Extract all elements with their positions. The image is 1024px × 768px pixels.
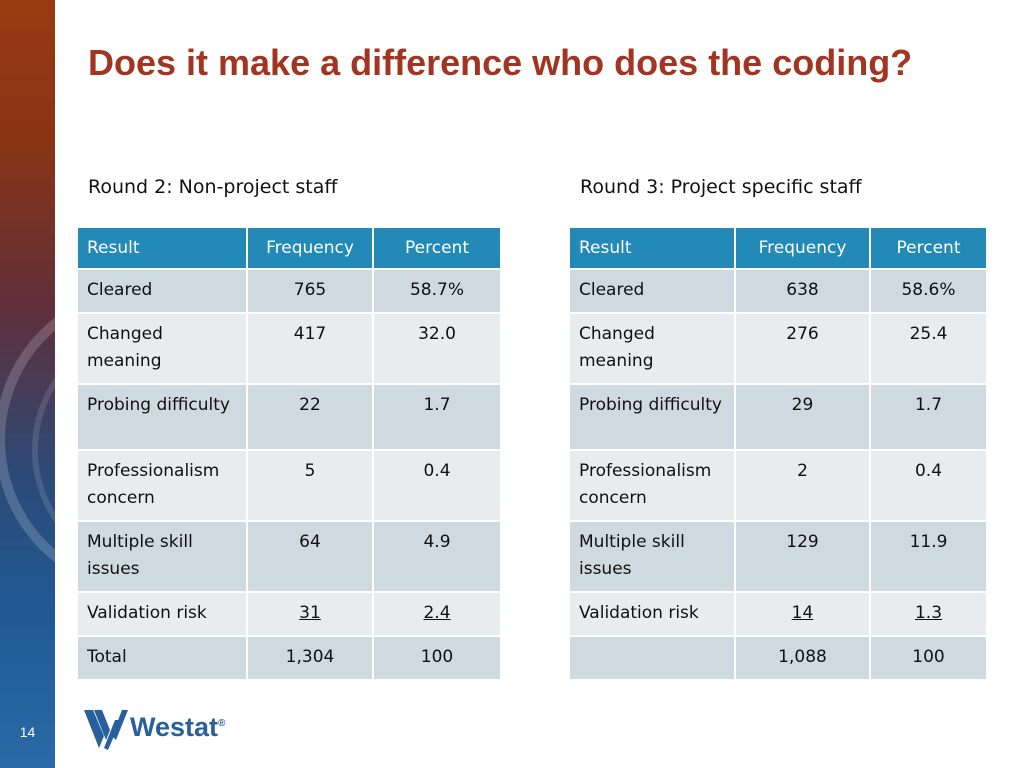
result-cell: Professionalism concern xyxy=(568,449,736,522)
round2-results-table: Result Frequency Percent Cleared 765 58.… xyxy=(76,226,502,681)
column-header-percent: Percent xyxy=(869,226,988,270)
table-total-row: 1,088 100 xyxy=(568,635,988,681)
percent-cell: 2.4 xyxy=(423,603,451,623)
page-number: 14 xyxy=(19,724,36,740)
decorative-arcs xyxy=(0,317,55,563)
table-row: Cleared 638 58.6% xyxy=(568,268,988,314)
table-row: Cleared 765 58.7% xyxy=(76,268,502,314)
column-header-percent: Percent xyxy=(372,226,502,270)
frequency-cell: 765 xyxy=(246,268,374,314)
table-row: Professionalism concern 2 0.4 xyxy=(568,449,988,522)
decorative-side-band: 14 xyxy=(0,0,55,768)
frequency-cell: 31 xyxy=(299,603,321,623)
frequency-cell: 417 xyxy=(246,312,374,385)
frequency-cell: 29 xyxy=(734,383,871,451)
frequency-cell: 64 xyxy=(246,520,374,593)
column-header-result: Result xyxy=(76,226,248,270)
percent-cell: 100 xyxy=(372,635,502,681)
result-cell: Multiple skill issues xyxy=(76,520,248,593)
table-row: Professionalism concern 5 0.4 xyxy=(76,449,502,522)
table-row: Changed meaning 276 25.4 xyxy=(568,312,988,385)
percent-cell: 25.4 xyxy=(869,312,988,385)
table-header-row: Result Frequency Percent xyxy=(76,226,502,270)
frequency-cell: 129 xyxy=(734,520,871,593)
result-cell: Validation risk xyxy=(76,591,248,637)
table-row: Multiple skill issues 64 4.9 xyxy=(76,520,502,593)
table-header-row: Result Frequency Percent xyxy=(568,226,988,270)
table-row: Multiple skill issues 129 11.9 xyxy=(568,520,988,593)
frequency-cell: 276 xyxy=(734,312,871,385)
frequency-cell: 1,088 xyxy=(734,635,871,681)
table-row: Validation risk 31 2.4 xyxy=(76,591,502,637)
frequency-cell: 1,304 xyxy=(246,635,374,681)
table-row: Changed meaning 417 32.0 xyxy=(76,312,502,385)
result-cell: Total xyxy=(76,635,248,681)
left-table-caption: Round 2: Non-project staff xyxy=(88,176,338,198)
result-cell xyxy=(568,635,736,681)
result-cell: Probing difficulty xyxy=(568,383,736,451)
frequency-cell: 5 xyxy=(246,449,374,522)
percent-cell: 58.6% xyxy=(869,268,988,314)
percent-cell: 100 xyxy=(869,635,988,681)
percent-cell: 0.4 xyxy=(372,449,502,522)
percent-cell: 1.7 xyxy=(869,383,988,451)
table-row: Probing difficulty 29 1.7 xyxy=(568,383,988,451)
percent-cell: 11.9 xyxy=(869,520,988,593)
table-total-row: Total 1,304 100 xyxy=(76,635,502,681)
westat-logo-mark-icon xyxy=(84,710,128,750)
column-header-frequency: Frequency xyxy=(246,226,374,270)
frequency-cell: 2 xyxy=(734,449,871,522)
right-table-caption: Round 3: Project specific staff xyxy=(580,176,862,198)
table-row: Validation risk 14 1.3 xyxy=(568,591,988,637)
result-cell: Cleared xyxy=(568,268,736,314)
percent-cell: 1.7 xyxy=(372,383,502,451)
result-cell: Cleared xyxy=(76,268,248,314)
percent-cell: 32.0 xyxy=(372,312,502,385)
frequency-cell: 638 xyxy=(734,268,871,314)
result-cell: Validation risk xyxy=(568,591,736,637)
result-cell: Professionalism concern xyxy=(76,449,248,522)
percent-cell: 0.4 xyxy=(869,449,988,522)
result-cell: Changed meaning xyxy=(76,312,248,385)
round3-results-table: Result Frequency Percent Cleared 638 58.… xyxy=(568,226,988,681)
westat-logo-text: Westat® xyxy=(130,712,226,742)
column-header-result: Result xyxy=(568,226,736,270)
result-cell: Probing difficulty xyxy=(76,383,248,451)
frequency-cell: 22 xyxy=(246,383,374,451)
westat-logo: Westat® xyxy=(84,708,234,750)
page-title: Does it make a difference who does the c… xyxy=(88,42,913,83)
frequency-cell: 14 xyxy=(791,603,814,623)
result-cell: Changed meaning xyxy=(568,312,736,385)
percent-cell: 58.7% xyxy=(372,268,502,314)
percent-cell: 1.3 xyxy=(914,603,943,623)
column-header-frequency: Frequency xyxy=(734,226,871,270)
table-row: Probing difficulty 22 1.7 xyxy=(76,383,502,451)
result-cell: Multiple skill issues xyxy=(568,520,736,593)
percent-cell: 4.9 xyxy=(372,520,502,593)
